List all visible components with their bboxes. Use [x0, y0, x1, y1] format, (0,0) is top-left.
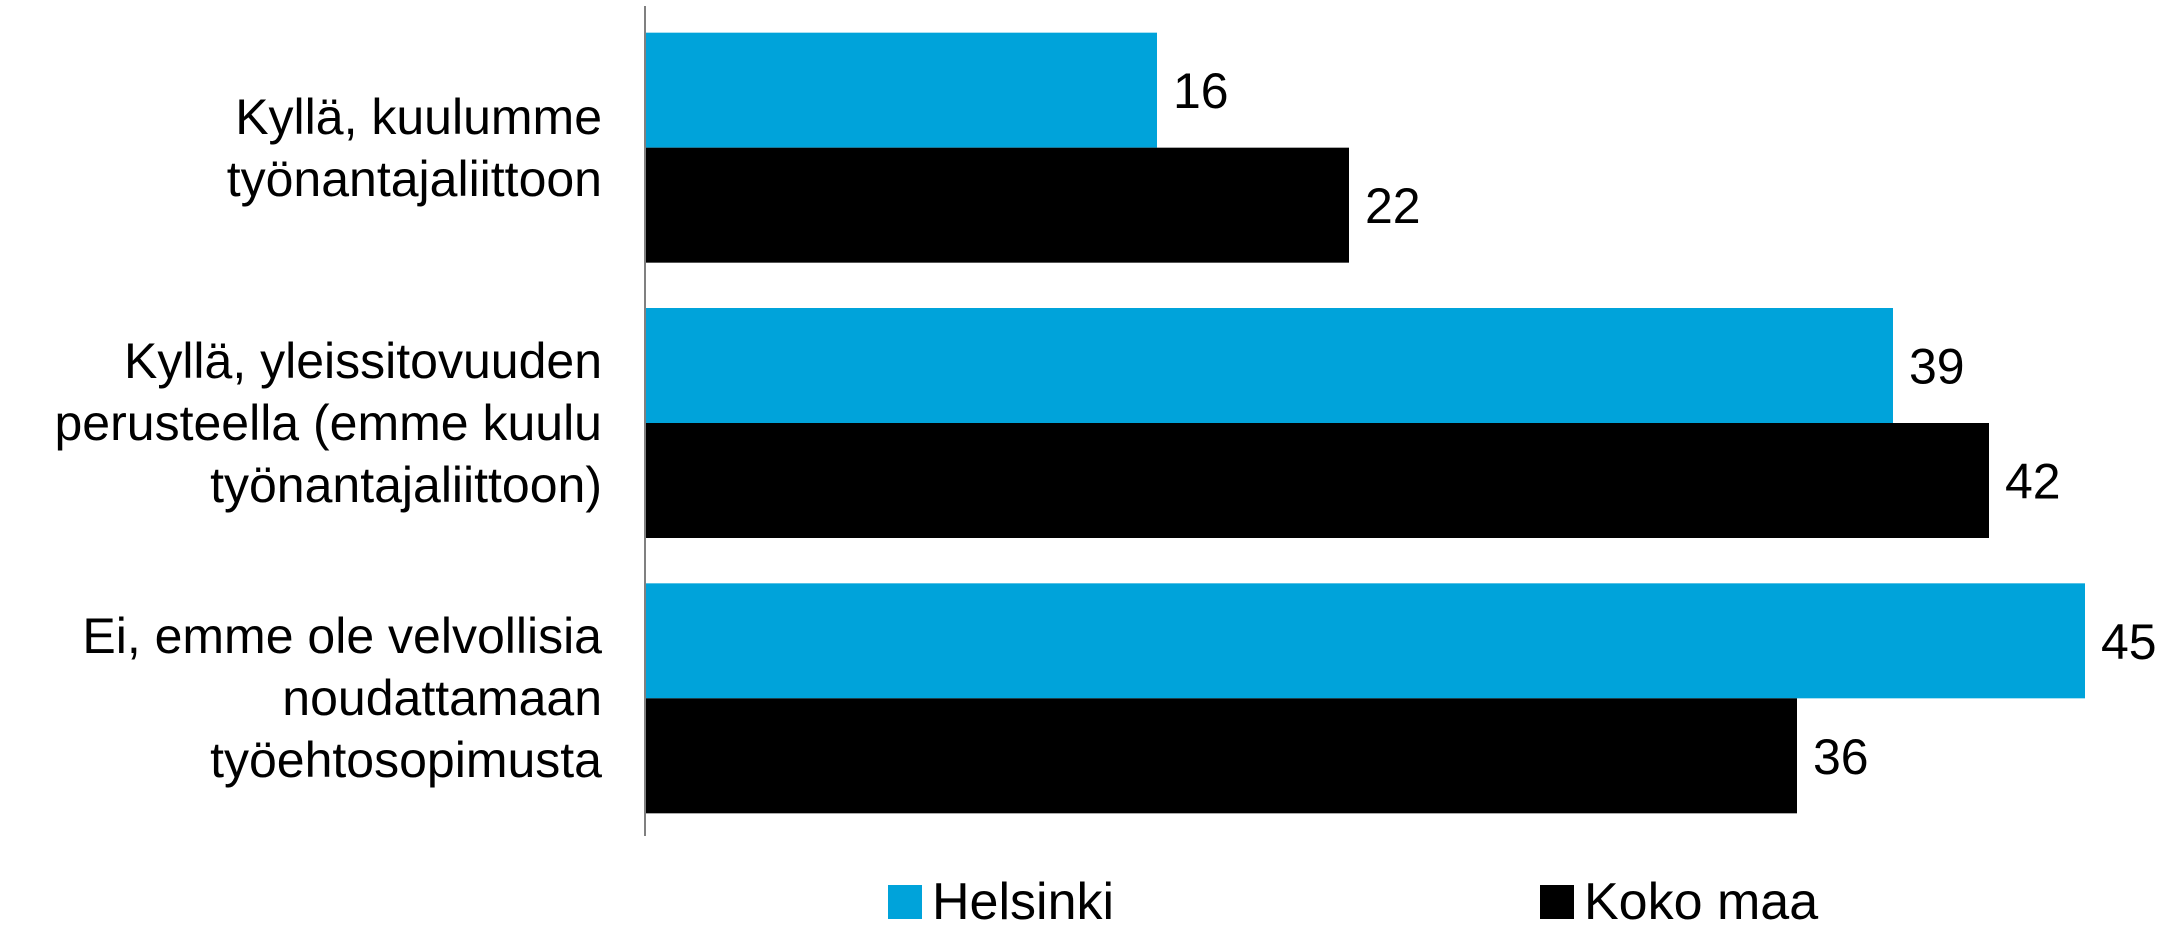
bar-helsinki	[645, 32, 1157, 148]
category-label: Kyllä, yleissitovuuden perusteella (emme…	[54, 333, 603, 513]
data-label: 22	[1365, 178, 1421, 234]
bar-koko-maa	[645, 147, 1349, 263]
data-label: 36	[1813, 729, 1869, 785]
bar-koko-maa	[645, 698, 1797, 814]
data-label: 42	[2005, 454, 2061, 510]
bar-helsinki	[645, 583, 2085, 699]
data-label: 16	[1173, 63, 1229, 119]
legend-label: Koko maa	[1584, 873, 1819, 931]
bar-koko-maa	[645, 423, 1989, 538]
bar-helsinki	[645, 308, 1893, 423]
data-label: 39	[1909, 339, 1965, 395]
legend-item-helsinki: Helsinki	[888, 872, 1114, 932]
legend-item-koko-maa: Koko maa	[1540, 872, 1818, 932]
category-label: Kyllä, kuulumme työnantajaliittoon	[226, 88, 602, 207]
legend-label: Helsinki	[932, 873, 1115, 931]
data-label: 45	[2101, 614, 2157, 670]
legend-swatch	[1540, 885, 1574, 919]
legend-swatch	[888, 885, 922, 919]
category-label: Ei, emme ole velvollisia noudattamaan ty…	[82, 608, 602, 789]
